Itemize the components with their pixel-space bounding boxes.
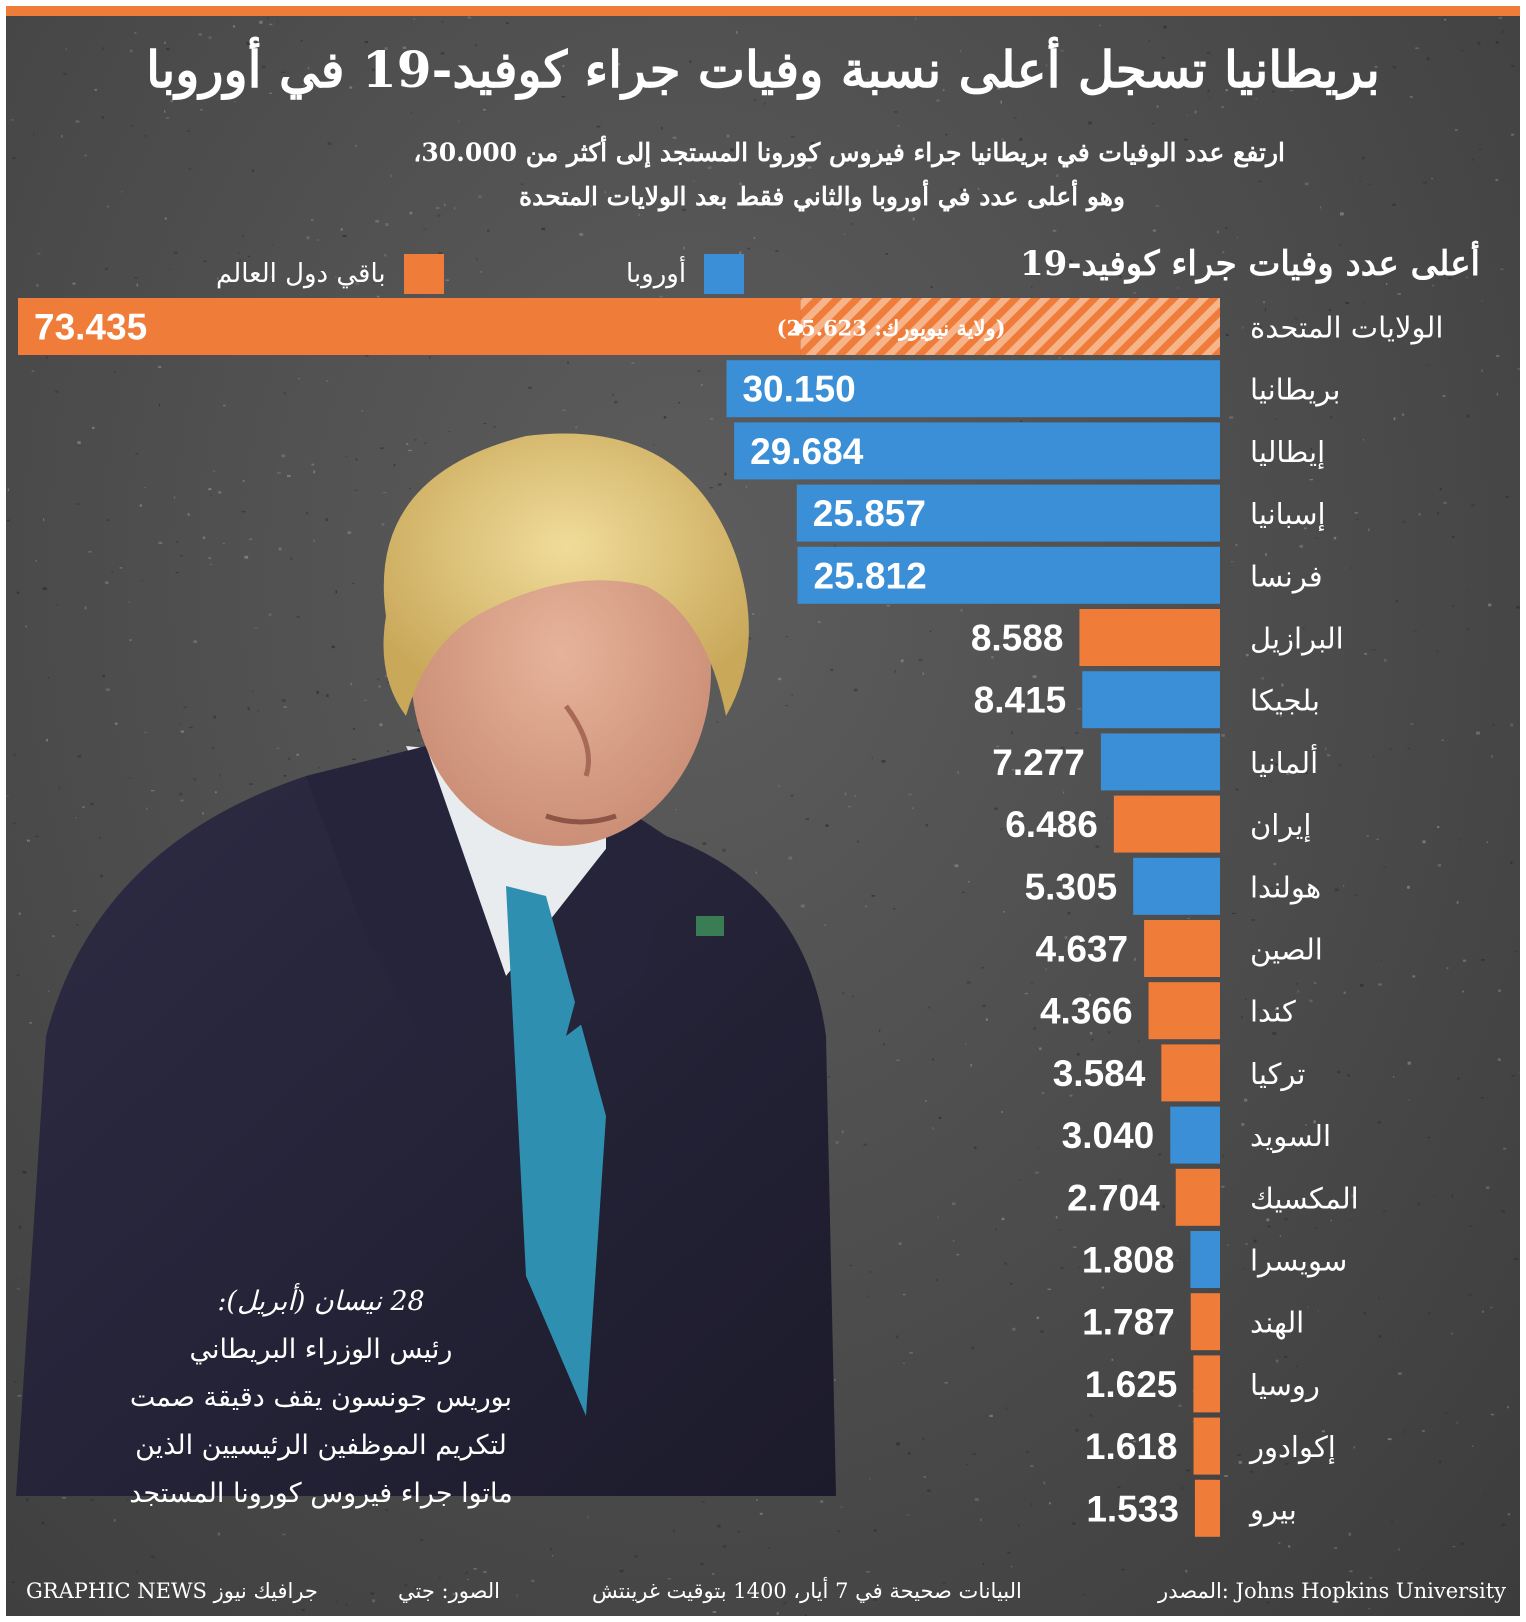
- caption-line-4: ماتوا جراء فيروس كورونا المستجد: [129, 1478, 513, 1509]
- bar-12: [1161, 1044, 1220, 1102]
- value-label-3: 25.857: [813, 493, 926, 534]
- chart-title: أعلى عدد وفيات جراء كوفيد-19: [1019, 244, 1480, 284]
- bar-18: [1193, 1417, 1220, 1475]
- footer-photos: الصور: جتي: [398, 1579, 501, 1603]
- value-label-18: 1.618: [1085, 1426, 1178, 1467]
- bar-14: [1175, 1168, 1220, 1226]
- category-label-14: المكسيك: [1250, 1181, 1359, 1215]
- legend-europe-swatch: [704, 254, 745, 294]
- value-label-8: 6.486: [1005, 804, 1098, 845]
- value-label-14: 2.704: [1067, 1177, 1160, 1218]
- category-label-6: بلجيكا: [1250, 684, 1320, 718]
- value-label-13: 3.040: [1062, 1115, 1155, 1156]
- annotation-marker: [793, 323, 804, 334]
- photo-caption: 28 نيسان (أبريل): رئيس الوزراء البريطاني…: [81, 1278, 561, 1518]
- category-label-0: الولايات المتحدة: [1250, 311, 1443, 346]
- category-label-8: إيران: [1250, 808, 1311, 843]
- value-label-16: 1.787: [1082, 1302, 1175, 1343]
- caption-date: 28 نيسان (أبريل):: [217, 1286, 425, 1317]
- bar-4: [797, 546, 1220, 604]
- bar-3: [796, 484, 1220, 542]
- category-label-15: سويسرا: [1250, 1244, 1347, 1279]
- footer-data-note: البيانات صحيحة في 7 أيار، 1400 بتوقيت غر…: [592, 1579, 1022, 1603]
- caption-line-1: رئيس الوزراء البريطاني: [189, 1334, 453, 1365]
- person-photo: [16, 433, 836, 1496]
- value-label-12: 3.584: [1053, 1053, 1146, 1094]
- bar-0-new-york-segment: [800, 298, 1220, 355]
- bar-19: [1194, 1479, 1220, 1537]
- bar-9: [1133, 857, 1220, 915]
- annotation-label: (ولاية نيويورك: 25.623): [777, 316, 1006, 342]
- footer-brand: GRAPHIC NEWS جرافيك نيوز: [26, 1579, 318, 1603]
- category-label-12: تركيا: [1250, 1057, 1305, 1092]
- bar-chart: (ولاية نيويورك: 25.623) 73.435 الولايات ال…: [18, 298, 1443, 1537]
- bar-7: [1100, 733, 1220, 791]
- caption-line-2: بوريس جونسون يقف دقيقة صمت: [129, 1382, 513, 1413]
- bar-16: [1190, 1293, 1220, 1351]
- caption-line-3: لتكريم الموظفين الرئيسيين الذين: [135, 1430, 507, 1461]
- category-label-13: السويد: [1250, 1119, 1331, 1154]
- subtitle-line-1: ارتفع عدد الوفيات في بريطانيا جراء فيروس…: [413, 138, 1285, 167]
- legend-rest-swatch: [403, 254, 444, 294]
- value-label-17: 1.625: [1085, 1364, 1178, 1405]
- bar-2: [734, 422, 1220, 480]
- category-label-3: إسبانيا: [1250, 497, 1326, 532]
- legend-rest-label: باقي دول العالم: [216, 259, 386, 289]
- category-label-9: هولندا: [1250, 870, 1321, 905]
- category-label-2: إيطاليا: [1250, 435, 1325, 470]
- bar-10: [1144, 920, 1220, 977]
- value-label-0: 73.435: [34, 307, 147, 348]
- value-label-11: 4.366: [1040, 991, 1133, 1032]
- category-label-16: الهند: [1250, 1306, 1304, 1341]
- legend-rest: باقي دول العالم: [216, 252, 444, 296]
- value-label-7: 7.277: [992, 742, 1085, 783]
- legend-europe-label: أوروبا: [626, 259, 687, 289]
- bar-15: [1190, 1231, 1220, 1288]
- bar-11: [1148, 982, 1220, 1040]
- bar-17: [1193, 1355, 1220, 1413]
- bar-1: [726, 360, 1220, 418]
- value-label-6: 8.415: [974, 680, 1067, 721]
- category-label-11: كندا: [1250, 995, 1296, 1029]
- value-label-5: 8.588: [971, 618, 1064, 659]
- bar-5: [1079, 609, 1220, 666]
- category-label-7: ألمانيا: [1250, 743, 1318, 780]
- value-label-15: 1.808: [1082, 1240, 1175, 1281]
- category-label-10: الصين: [1250, 933, 1323, 968]
- category-label-5: البرازيل: [1250, 622, 1344, 657]
- bar-0: [18, 298, 801, 355]
- category-label-4: فرنسا: [1250, 559, 1323, 594]
- value-label-1: 30.150: [742, 369, 855, 410]
- category-label-17: روسيا: [1250, 1368, 1320, 1403]
- category-label-18: إكوادور: [1248, 1430, 1336, 1465]
- infographic-frame: بريطانيا تسجل أعلى نسبة وفيات جراء كوفيد…: [6, 6, 1520, 1616]
- category-label-1: بريطانيا: [1250, 373, 1340, 408]
- bar-6: [1082, 671, 1220, 729]
- value-label-9: 5.305: [1025, 866, 1118, 907]
- footer-source: المصدر: Johns Hopkins University: [1158, 1579, 1506, 1603]
- bar-13: [1170, 1106, 1220, 1164]
- page-title: بريطانيا تسجل أعلى نسبة وفيات جراء كوفيد…: [146, 40, 1380, 99]
- legend-europe: أوروبا: [626, 252, 745, 296]
- value-label-19: 1.533: [1086, 1488, 1179, 1529]
- value-label-4: 25.812: [814, 555, 927, 596]
- category-label-19: بيرو: [1248, 1492, 1297, 1527]
- value-label-2: 29.684: [750, 431, 864, 472]
- subtitle-line-2: وهو أعلى عدد في أوروبا والثاني فقط بعد ا…: [518, 182, 1125, 211]
- bar-8: [1113, 795, 1220, 853]
- value-label-10: 4.637: [1036, 929, 1129, 970]
